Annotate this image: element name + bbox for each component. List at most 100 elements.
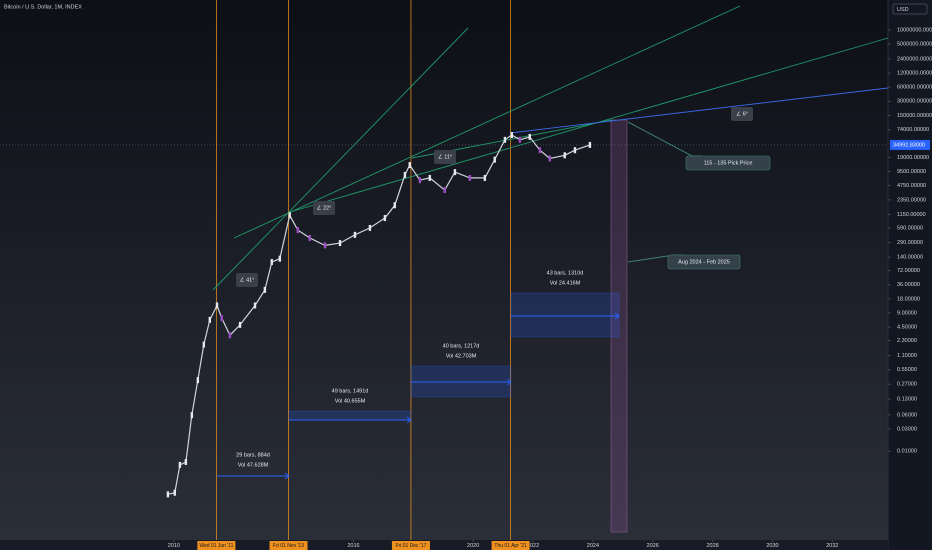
- candle: [308, 234, 311, 241]
- candle: [510, 132, 513, 139]
- y-tick-label: 0.55000: [897, 367, 917, 373]
- price-label-box: [890, 139, 930, 150]
- time-axis: [0, 540, 888, 550]
- candle: [383, 215, 387, 222]
- candle: [428, 174, 431, 181]
- y-tick-label: 0.27000: [897, 382, 917, 388]
- y-tick-label: 1150.00000: [897, 212, 926, 218]
- event-label: Wed 01 Jun '11: [199, 543, 233, 549]
- x-tick-label: 2020: [467, 543, 479, 549]
- y-tick-label: 36.00000: [897, 282, 920, 288]
- price-axis: [888, 0, 932, 550]
- y-tick-label: 4750.00000: [897, 183, 926, 189]
- y-tick-label: 300000.00000: [897, 99, 932, 105]
- candle: [393, 202, 396, 209]
- measure-text: 49 bars, 1491d: [332, 388, 369, 394]
- trend-line: [289, 37, 889, 213]
- candle: [278, 255, 282, 262]
- callout-box: [667, 254, 741, 270]
- candle: [184, 458, 188, 465]
- angle-box: [434, 150, 456, 164]
- candle: [468, 174, 472, 181]
- candle: [418, 177, 422, 184]
- candle: [288, 212, 291, 219]
- angle-label: ∠ 6°: [736, 110, 748, 117]
- candle: [190, 412, 194, 419]
- y-tick-label: 4.50000: [897, 325, 917, 331]
- candle: [228, 332, 232, 339]
- measure-arrow-head: [506, 378, 512, 386]
- event-label-box: [391, 541, 430, 550]
- y-tick-label: 0.06000: [897, 412, 917, 418]
- y-tick-label: 72.00000: [897, 268, 920, 274]
- price-label: 34992.83000: [893, 142, 925, 148]
- candle: [338, 240, 342, 247]
- y-tick-label: 74000.00000: [897, 127, 929, 133]
- measure-text: Vol 42.703M: [446, 353, 477, 359]
- candle: [588, 141, 592, 148]
- angle-label: ∠ 11°: [438, 153, 452, 160]
- candle: [220, 315, 223, 322]
- y-tick-label: 2400000.00000: [897, 56, 932, 62]
- y-tick-label: 10000000.00000: [897, 27, 932, 33]
- candle: [215, 302, 219, 309]
- y-tick-label: 150000.00000: [897, 113, 932, 119]
- angle-box: [731, 107, 753, 121]
- measure-text: 29 bars, 884d: [236, 452, 270, 458]
- candle: [528, 133, 531, 140]
- trend-line: [233, 5, 741, 239]
- candle: [263, 286, 267, 293]
- angle-box: [236, 273, 258, 287]
- candle: [563, 152, 566, 159]
- x-tick-label: 2030: [766, 543, 778, 549]
- y-tick-label: 140.00000: [897, 255, 923, 261]
- event-label: Thu 01 Apr '21: [494, 543, 527, 549]
- candle: [403, 171, 407, 178]
- y-tick-label: 5000000.00000: [897, 42, 932, 48]
- y-tick-label: 9500.00000: [897, 169, 926, 175]
- event-label-box: [269, 541, 308, 550]
- y-tick-label: 290.00000: [897, 240, 923, 246]
- y-tick-label: 0.01000: [897, 449, 917, 455]
- callout-text: Aug 2024 - Feb 2025: [678, 259, 730, 265]
- candle: [270, 259, 273, 266]
- measure-arrow-head: [406, 416, 412, 424]
- y-tick-label: 9.00000: [897, 310, 917, 316]
- event-label: Fri 01 Nov '13: [273, 543, 304, 549]
- x-tick-label: 2032: [826, 543, 838, 549]
- x-tick-label: 2010: [168, 543, 180, 549]
- candle: [453, 169, 457, 176]
- candle: [443, 187, 446, 194]
- y-tick-label: 1200000.00000: [897, 71, 932, 77]
- y-tick-label: 18.00000: [897, 296, 920, 302]
- measure-arrow-head: [614, 312, 620, 320]
- measure-text: 43 bars, 1310d: [547, 270, 584, 276]
- candle: [202, 341, 206, 348]
- callout-box: [685, 155, 771, 171]
- candle: [368, 224, 372, 231]
- measure-text: Vol 40.655M: [335, 398, 366, 404]
- candle: [253, 302, 257, 309]
- x-tick-label: 2028: [706, 543, 718, 549]
- x-tick-label: 2024: [587, 543, 599, 549]
- y-tick-label: 2350.00000: [897, 197, 926, 203]
- y-tick-label: 1.10000: [897, 353, 917, 359]
- candle: [573, 147, 577, 154]
- measure-text: Vol 24.416M: [550, 280, 581, 286]
- y-tick-label: 590.00000: [897, 225, 923, 231]
- y-tick-label: 600000.00000: [897, 85, 932, 91]
- chart-title: Bitcoin / U.S. Dollar, 1M, INDEX: [4, 4, 82, 10]
- event-label-box: [491, 541, 530, 550]
- candle: [238, 321, 242, 328]
- candle: [296, 227, 299, 234]
- trend-line: [509, 87, 889, 134]
- candle: [483, 174, 487, 181]
- measure-text: Vol 47.628M: [238, 462, 269, 468]
- candle: [493, 156, 496, 163]
- y-tick-label: 0.13000: [897, 397, 917, 403]
- angle-label: ∠ 22°: [317, 204, 332, 211]
- event-label-box: [197, 541, 236, 550]
